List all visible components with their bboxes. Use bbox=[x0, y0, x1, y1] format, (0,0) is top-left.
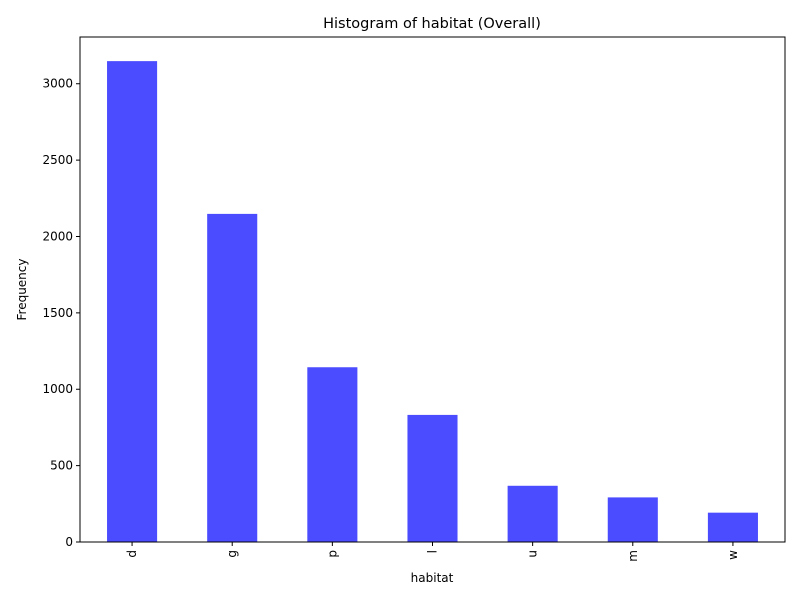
y-tick-label-2000: 2000 bbox=[42, 229, 73, 243]
y-tick-label-1500: 1500 bbox=[42, 306, 73, 320]
x-tick-label-u: u bbox=[526, 550, 540, 558]
bar-m bbox=[607, 497, 658, 542]
x-tick-label-d: d bbox=[125, 550, 139, 558]
y-tick-label-3000: 3000 bbox=[42, 77, 73, 91]
y-axis: 0 500 1000 1500 2000 2500 3000 bbox=[42, 77, 80, 549]
bar-u bbox=[507, 485, 558, 542]
x-tick-label-g: g bbox=[225, 550, 239, 558]
bar-l bbox=[407, 414, 458, 542]
bar-g bbox=[207, 213, 258, 542]
x-tick-label-l: l bbox=[426, 550, 440, 553]
y-tick-label-2500: 2500 bbox=[42, 153, 73, 167]
y-axis-title: Frequency bbox=[15, 259, 29, 321]
chart-title: Histogram of habitat (Overall) bbox=[323, 16, 541, 32]
bar-d bbox=[107, 61, 158, 542]
bar-w bbox=[707, 512, 758, 542]
x-axis-title: habitat bbox=[411, 571, 454, 585]
y-tick-label-0: 0 bbox=[65, 535, 73, 549]
y-tick-label-1000: 1000 bbox=[42, 382, 73, 396]
bar-p bbox=[307, 367, 358, 542]
plot-frame bbox=[79, 36, 786, 543]
x-tick-label-m: m bbox=[626, 550, 640, 562]
y-tick-label-500: 500 bbox=[50, 459, 73, 473]
x-tick-label-p: p bbox=[325, 550, 339, 558]
bars-layer bbox=[107, 61, 758, 542]
x-tick-label-w: w bbox=[726, 550, 740, 560]
